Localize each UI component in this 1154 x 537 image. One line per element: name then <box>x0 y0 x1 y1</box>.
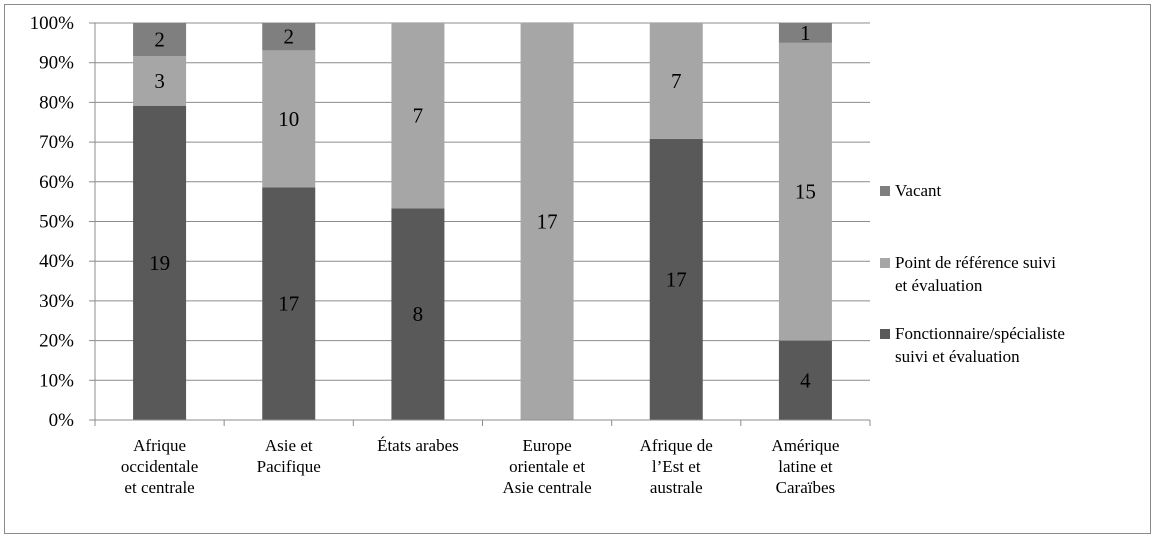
x-tick-label: États arabes <box>377 436 459 455</box>
data-label: 17 <box>537 210 558 234</box>
data-label: 19 <box>149 251 170 275</box>
bar-segment <box>649 138 703 420</box>
legend-label: Vacant <box>895 181 942 200</box>
bar-segment <box>133 23 187 57</box>
y-tick-label: 30% <box>39 291 74 312</box>
legend-swatch <box>880 329 890 339</box>
data-label: 17 <box>666 267 687 291</box>
bars: 19 3 2 17 10 2 8 7 17 17 7 4 15 1 <box>133 21 832 420</box>
legend-label: Fonctionnaire/spécialiste suivi et évalua… <box>895 324 1065 366</box>
x-tick-label: Asie et Pacifique <box>257 436 321 476</box>
x-tick-label: Afrique occidentale et centrale <box>121 436 198 497</box>
data-label: 2 <box>154 28 165 52</box>
x-tick-label: Afrique de l’Est et australe <box>640 436 713 497</box>
data-label: 10 <box>278 107 299 131</box>
bar-segment <box>262 187 316 420</box>
legend-label: Point de référence suivi et évaluation <box>895 253 1056 295</box>
legend: Vacant Point de référence suivi et évaluat… <box>880 181 1065 366</box>
bar-segment <box>262 23 316 51</box>
bar-segment <box>778 340 832 420</box>
bar-segment <box>391 208 445 420</box>
x-tick-label: Europe orientale et Asie centrale <box>502 436 591 497</box>
y-tick-label: 70% <box>39 132 74 153</box>
y-tick-label: 0% <box>49 410 75 431</box>
bar-segment <box>778 42 832 341</box>
data-label: 2 <box>284 25 295 49</box>
legend-swatch <box>880 258 890 268</box>
y-tick-label: 90% <box>39 53 74 74</box>
y-tick-label: 10% <box>39 370 74 391</box>
data-label: 17 <box>278 292 299 316</box>
axes: 0% 10% 20% 30% 40% 50% 60% 70% 80% 90% 100% Afrique… <box>30 13 871 497</box>
bar-segment <box>778 23 832 43</box>
x-tick-label: Amérique latine et Caraïbes <box>771 436 839 497</box>
data-label: 15 <box>795 180 816 204</box>
y-tick-label: 60% <box>39 172 74 193</box>
y-tick-label: 40% <box>39 251 74 272</box>
bar-segment <box>133 56 187 106</box>
data-label: 3 <box>154 69 165 93</box>
bar-segment <box>520 23 574 420</box>
y-tick-label: 50% <box>39 212 74 233</box>
chart-frame <box>4 4 1151 534</box>
bar-segment <box>391 23 445 209</box>
y-tick-label: 80% <box>39 92 74 113</box>
legend-swatch <box>880 186 890 196</box>
bar-segment <box>262 50 316 188</box>
gridlines <box>95 22 870 381</box>
data-label: 7 <box>671 69 682 93</box>
data-label: 7 <box>413 104 424 128</box>
data-label: 4 <box>800 368 811 392</box>
y-tick-label: 20% <box>39 331 74 352</box>
bar-segment <box>649 23 703 139</box>
y-tick-label: 100% <box>30 13 75 34</box>
bar-segment <box>133 105 187 420</box>
data-label: 8 <box>413 302 424 326</box>
data-label: 1 <box>800 21 811 45</box>
